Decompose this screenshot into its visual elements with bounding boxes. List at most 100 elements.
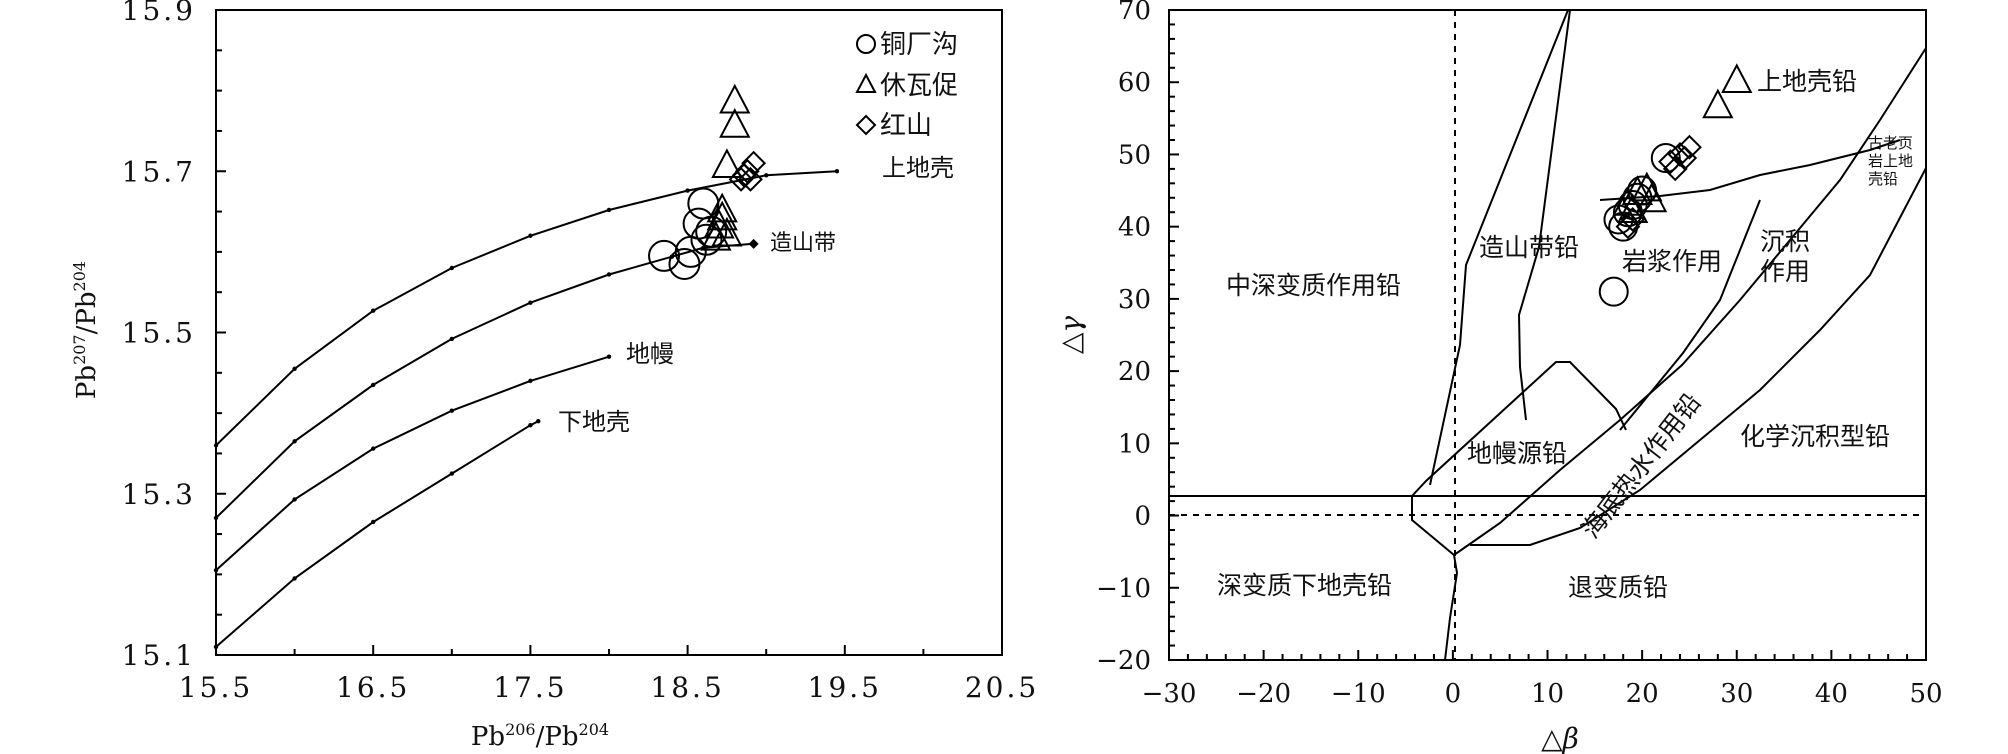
boundary-magma-sed [1619, 199, 1761, 431]
curve-label-orogen: 造山带 [770, 231, 836, 256]
region-label-sediment-1: 沉积 [1760, 227, 1810, 256]
data-point-diamond [738, 166, 763, 192]
y-tick-label-right: 60 [1118, 68, 1151, 98]
region-label-chemical-sediment: 化学沉积型铅 [1740, 422, 1890, 451]
y-tick-label-left: 15.5 [122, 317, 196, 350]
x-tick-label-right: 0 [1445, 679, 1462, 709]
data-point-diamond [728, 166, 754, 192]
legend-triangle-marker [855, 72, 877, 93]
x-tick-label-right: −20 [1236, 679, 1291, 709]
boundary-deep-meta [1411, 496, 1459, 661]
curve-tick-dot [528, 423, 533, 428]
data-point-triangle [719, 107, 751, 138]
x-tick-label-right: 20 [1626, 679, 1659, 709]
curve-tick-dot [213, 515, 219, 521]
region-label-orogen-lead: 造山带铅 [1479, 233, 1579, 262]
legend-label-hongshan: 红山 [880, 111, 932, 141]
data-point-triangle [700, 220, 732, 251]
boundary-hydrothermal-lower [1470, 167, 1927, 546]
region-label-magmatism: 岩浆作用 [1622, 247, 1722, 276]
evolution-curve-1 [215, 242, 754, 519]
data-point-triangle [1635, 182, 1668, 213]
y-tick-label-right: 20 [1118, 357, 1151, 387]
x-axis-title-left: Pb206/Pb204 [471, 720, 609, 752]
region-label-upper-crust: 上地壳铅 [1757, 67, 1857, 96]
curve-tick-dot [536, 418, 541, 424]
x-tick-label-left: 18.5 [650, 671, 724, 704]
y-tick-label-right: 30 [1118, 285, 1151, 315]
legend-circle-marker [856, 34, 876, 54]
orogen-end-marker [748, 238, 759, 249]
data-point-diamond [1658, 149, 1683, 175]
region-label-sediment-2: 作用 [1760, 257, 1810, 286]
data-point-triangle [706, 200, 738, 231]
evolution-curve-3 [215, 420, 539, 648]
y-tick-label-right: 50 [1118, 140, 1151, 170]
x-tick-label-right: 40 [1815, 679, 1848, 709]
data-point-triangle [1617, 193, 1649, 224]
legend-label-xiuwacu: 休瓦促 [880, 71, 958, 101]
curve-tick-dot [606, 354, 612, 359]
curve-tick-dot [213, 644, 219, 650]
y-tick-label-right: 70 [1118, 0, 1151, 26]
curve-tick-dot [834, 169, 840, 174]
region-label-mid-deep-meta: 中深变质作用铅 [1226, 271, 1401, 300]
curve-label-upper-crust: 上地壳 [882, 154, 954, 182]
boundary-orogen-left [1429, 9, 1569, 486]
region-label-seafloor-hydrothermal: 海底热水作用铅 [1576, 388, 1707, 544]
curve-label-mantle: 地幔 [626, 340, 674, 368]
x-axis-title-right: △β [1541, 722, 1579, 754]
y-tick-label-left: 15.7 [122, 155, 196, 188]
curve-tick-dot [292, 439, 297, 444]
y-axis-title-right: △γ [1054, 316, 1087, 355]
y-axis-title-left: Pb207/Pb204 [70, 261, 102, 399]
data-point-triangle [711, 148, 743, 179]
evolution-curve-0 [215, 170, 837, 447]
curve-tick-dot [213, 568, 219, 573]
y-tick-label-right: −20 [1096, 646, 1151, 676]
curve-tick-dot [764, 173, 769, 178]
legend-left: 铜厂沟 休瓦促 红山 [855, 30, 958, 141]
data-point-circle [690, 223, 723, 256]
x-tick-label-left: 17.5 [493, 671, 567, 704]
x-tick-label-right: 50 [1909, 679, 1942, 709]
x-tick-label-right: 10 [1531, 679, 1564, 709]
data-point-diamond [1662, 156, 1688, 182]
data-point-triangle [719, 83, 751, 114]
y-tick-label-right: −10 [1096, 574, 1151, 604]
data-point-circle [1598, 276, 1629, 307]
curve-tick-dot [685, 188, 690, 193]
curve-tick-dot [371, 382, 376, 388]
y-tick-label-left: 15.1 [122, 639, 196, 672]
region-label-retrograde: 退变质铅 [1568, 573, 1668, 602]
data-point-diamond [1615, 214, 1641, 240]
region-label-old-shale-3: 壳铅 [1868, 170, 1898, 188]
curve-tick-dot [213, 443, 219, 448]
region-label-deep-lower-crust: 深变质下地壳铅 [1217, 571, 1392, 600]
zero-lines [1169, 10, 1926, 660]
curve-tick-dot [292, 497, 297, 502]
data-point-circle [1650, 143, 1681, 174]
curve-tick-dot [371, 308, 376, 313]
boundary-mantle-box [1411, 361, 1627, 497]
curve-tick-dot [606, 207, 612, 213]
data-point-triangle [711, 216, 743, 247]
region-boundaries [1169, 9, 1927, 661]
region-label-mantle-source: 地幔源铅 [1467, 439, 1567, 468]
x-tick-label-right: −30 [1142, 679, 1197, 709]
y-tick-label-right: 40 [1118, 213, 1151, 243]
legend-diamond-marker [855, 114, 877, 136]
curve-tick-dot [449, 265, 454, 271]
data-point-circle [648, 239, 681, 272]
x-tick-label-right: −10 [1331, 679, 1386, 709]
y-tick-label-right: 0 [1134, 502, 1151, 532]
boundary-orogen-mantle [1517, 9, 1571, 421]
x-tick-label-right: 30 [1720, 679, 1753, 709]
curve-tick-dot [449, 471, 454, 476]
curve-label-lower-crust: 下地壳 [558, 408, 630, 436]
curve-tick-dot [528, 300, 533, 305]
curve-tick-dot [371, 446, 376, 451]
data-point-diamond [1620, 207, 1646, 232]
region-label-old-shale-2: 岩上地 [1868, 152, 1913, 170]
